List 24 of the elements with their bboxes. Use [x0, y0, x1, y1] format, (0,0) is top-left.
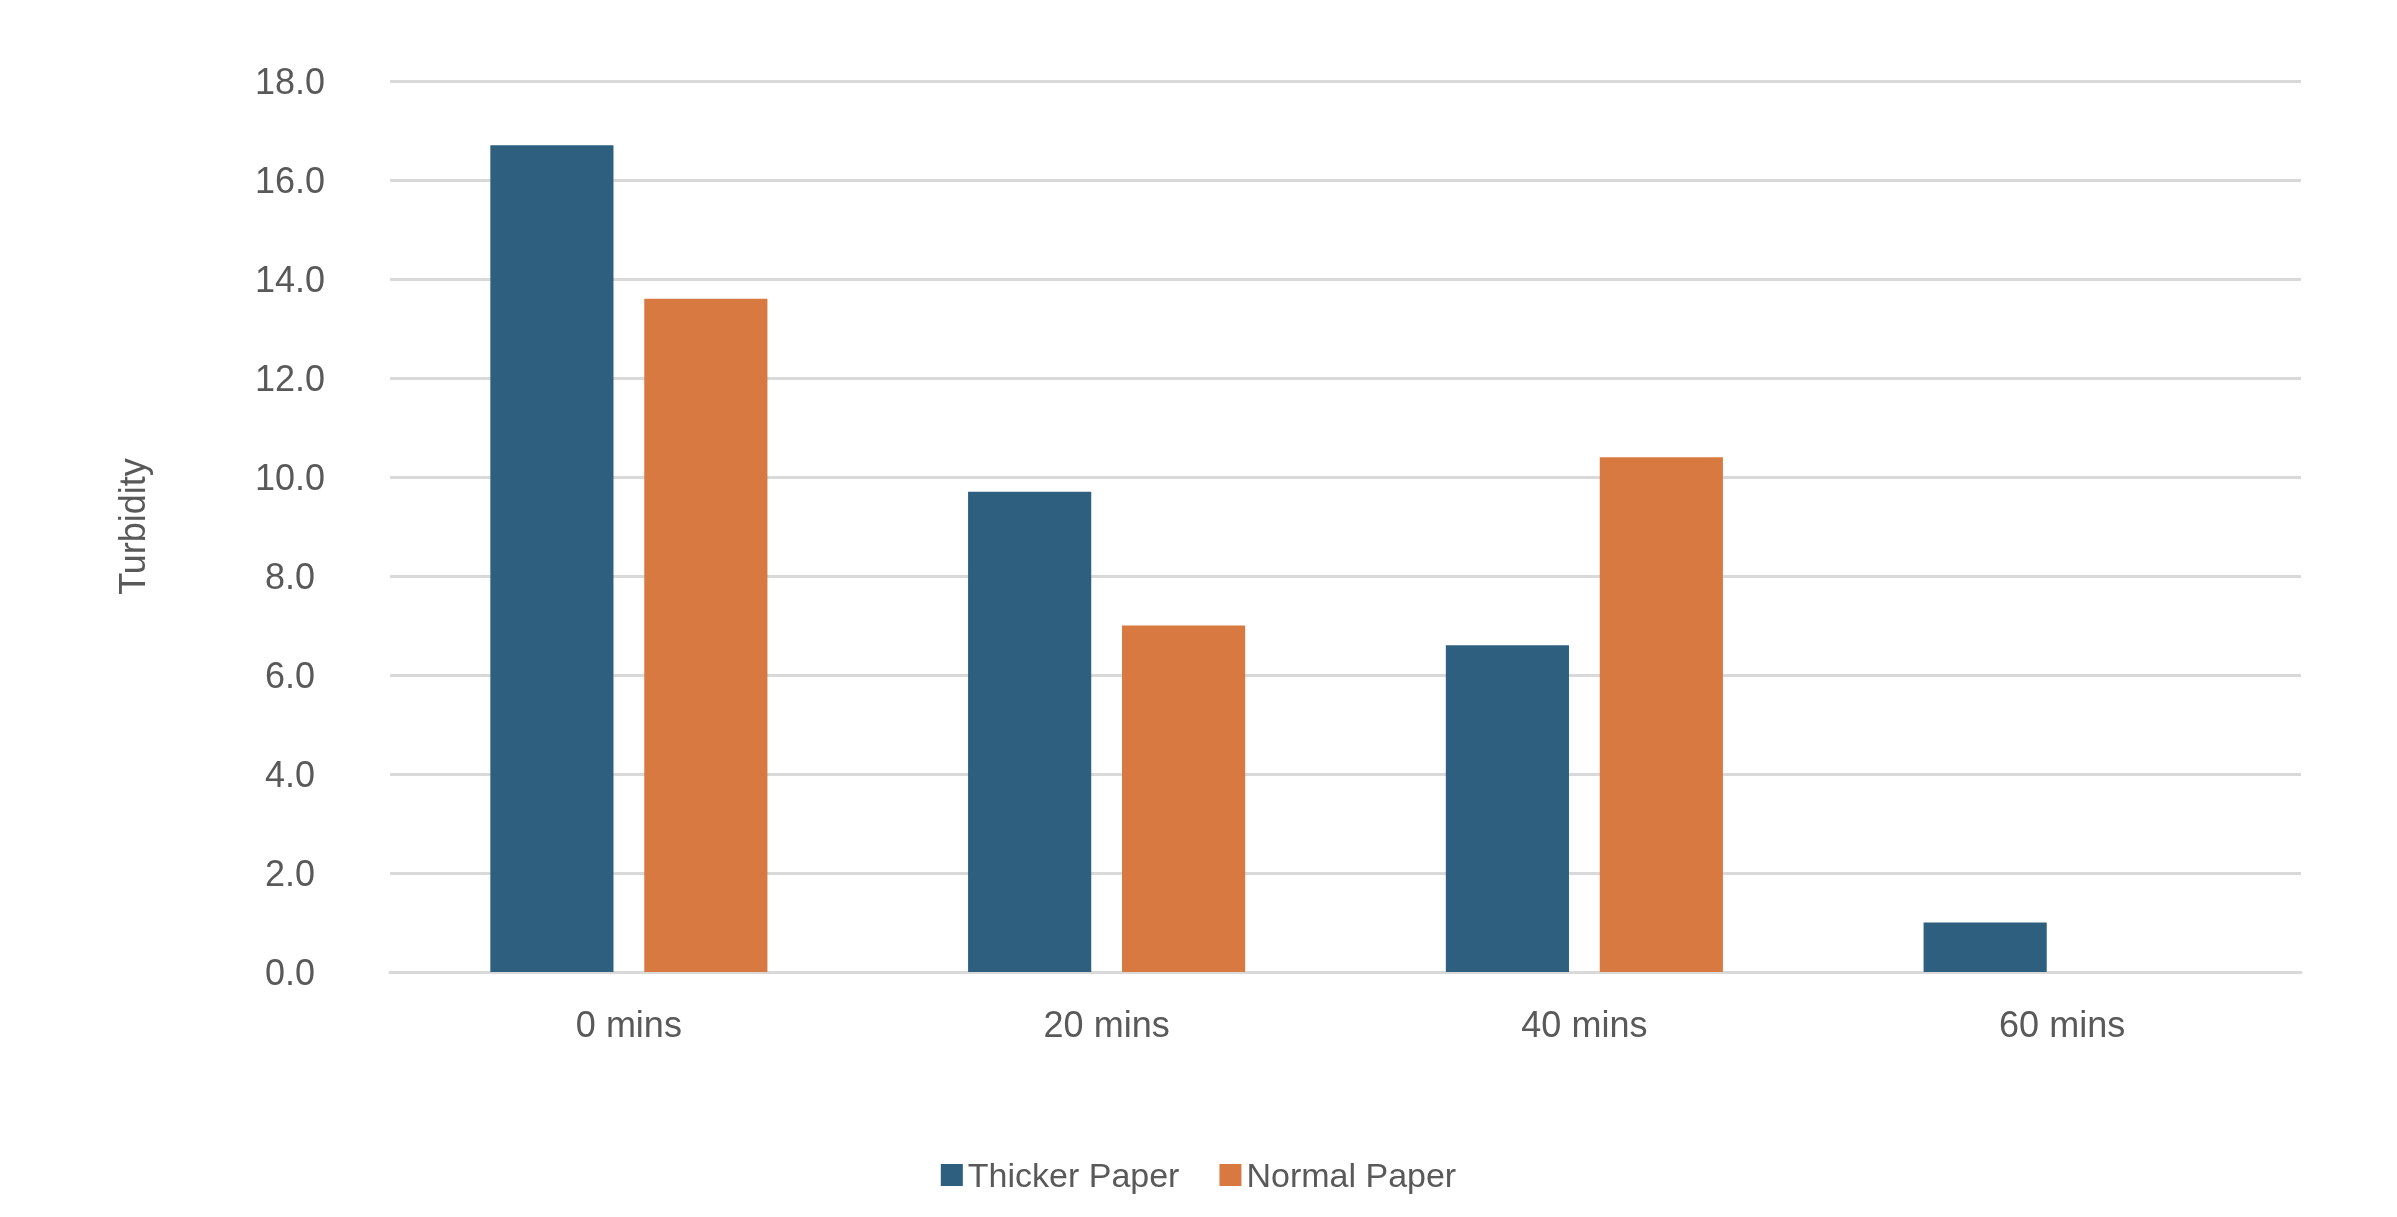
bar — [1122, 625, 1246, 972]
bar — [968, 491, 1092, 972]
x-tick-label: 20 mins — [1043, 1003, 1170, 1045]
x-tick-label: 60 mins — [1999, 1003, 2126, 1045]
bar — [1445, 645, 1569, 972]
y-tick-label: 18.0 — [254, 60, 326, 102]
y-tick-label: 12.0 — [254, 357, 326, 399]
bar — [490, 145, 614, 972]
bar — [644, 298, 768, 972]
y-tick-label: 14.0 — [254, 258, 326, 300]
legend-label: Thicker Paper — [967, 1156, 1180, 1194]
y-tick-label: 16.0 — [254, 159, 326, 201]
y-tick-label: 6.0 — [264, 654, 316, 696]
bar — [1599, 457, 1723, 972]
y-tick-label: 4.0 — [264, 753, 316, 795]
x-tick-label: 0 mins — [575, 1003, 682, 1045]
x-tick-label: 40 mins — [1521, 1003, 1648, 1045]
legend-label: Normal Paper — [1246, 1156, 1457, 1194]
bar — [1923, 922, 2047, 972]
y-tick-label: 8.0 — [264, 555, 316, 597]
y-tick-label: 0.0 — [264, 951, 316, 993]
y-tick-label: 2.0 — [264, 852, 316, 894]
y-axis-title: Turbidity — [111, 458, 153, 595]
y-tick-label: 10.0 — [254, 456, 326, 498]
